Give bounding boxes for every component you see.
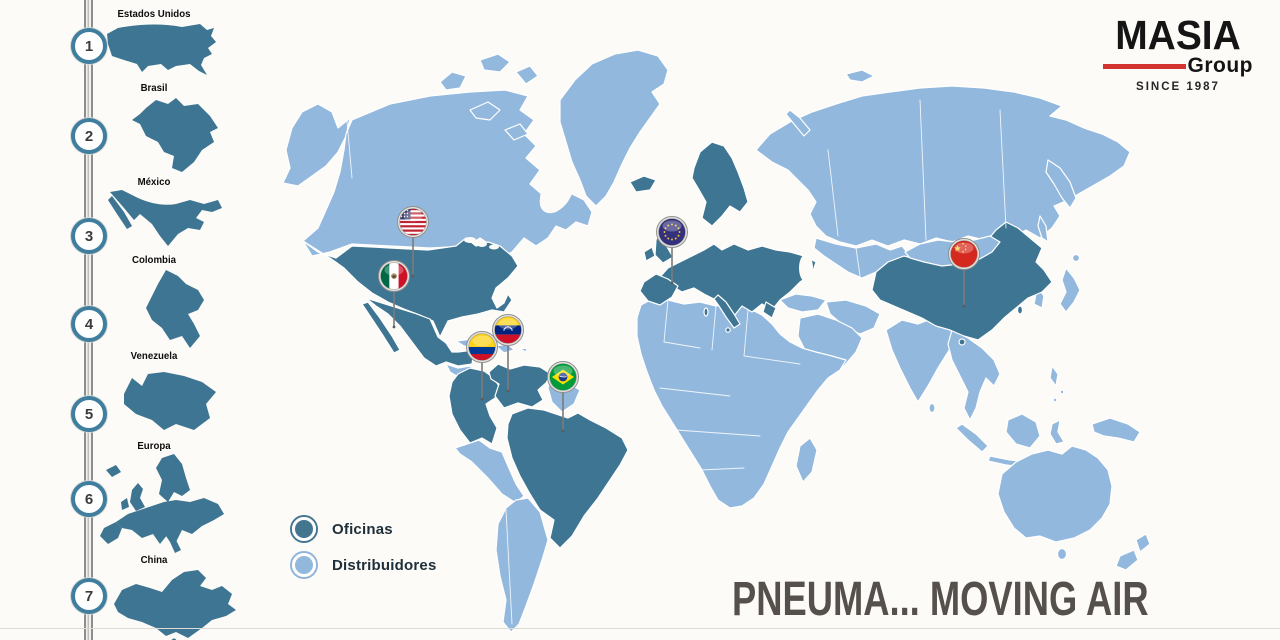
- map-pin-brazil[interactable]: [547, 361, 579, 433]
- slogan-title: PNEUMA... MOVING AIR: [732, 571, 1149, 626]
- number-label: 2: [84, 127, 94, 145]
- silhouette-europa: [96, 452, 230, 556]
- sidebar-label-brasil: Brasil: [140, 82, 168, 94]
- logo-red-bar: [1103, 63, 1186, 69]
- sidebar-number-2: 2: [71, 118, 107, 154]
- silhouette-estados-unidos: [104, 22, 224, 80]
- bottom-divider: [0, 628, 1280, 629]
- map-pin-usa[interactable]: [397, 206, 429, 278]
- sidebar-label-estados-unidos: Estados Unidos: [117, 8, 191, 20]
- map-pin-venezuela[interactable]: [492, 314, 524, 393]
- sidebar-number-4: 4: [71, 306, 107, 342]
- water-cutouts: [464, 158, 813, 282]
- map-pin-europe[interactable]: [656, 216, 688, 285]
- legend-item-oficinas: Oficinas: [290, 515, 393, 543]
- number-label: 3: [84, 227, 94, 245]
- legend-label: Distribuidores: [332, 556, 437, 574]
- sidebar-number-5: 5: [71, 396, 107, 432]
- number-label: 6: [84, 490, 94, 508]
- map-pin-colombia[interactable]: [466, 331, 498, 401]
- sidebar-number-6: 6: [71, 481, 107, 517]
- sidebar-label-china: China: [140, 554, 168, 566]
- logo-suffix: Group: [1187, 54, 1253, 77]
- landmass-dark: [302, 141, 1053, 549]
- country-borders: [345, 99, 1007, 625]
- sidebar-label-colombia: Colombia: [131, 254, 177, 266]
- number-label: 5: [84, 405, 94, 423]
- number-label: 1: [84, 37, 94, 55]
- silhouette-mexico: [106, 188, 224, 252]
- office-marker-icon: [290, 515, 318, 543]
- sidebar-label-mexico: México: [137, 176, 171, 188]
- legend-item-distribuidores: Distribuidores: [290, 551, 436, 579]
- sidebar-number-7: 7: [71, 578, 107, 614]
- map-pin-mexico[interactable]: [378, 260, 410, 329]
- logo-name: MASIA: [1115, 12, 1241, 58]
- logo-since: SINCE 1987: [1136, 81, 1220, 93]
- company-logo: MASIA Group SINCE 1987: [1103, 12, 1253, 93]
- sidebar-number-3: 3: [71, 218, 107, 254]
- silhouette-colombia: [122, 266, 220, 352]
- silhouette-venezuela: [110, 364, 226, 440]
- sidebar-label-europa: Europa: [137, 440, 171, 452]
- number-label: 7: [84, 587, 94, 605]
- number-label: 4: [84, 315, 94, 333]
- map-pin-china[interactable]: [948, 238, 980, 308]
- distributor-marker-icon: [290, 551, 318, 579]
- silhouette-brasil: [116, 94, 226, 176]
- legend-label: Oficinas: [332, 520, 393, 538]
- sidebar-number-1: 1: [71, 28, 107, 64]
- sidebar-label-venezuela: Venezuela: [130, 350, 178, 362]
